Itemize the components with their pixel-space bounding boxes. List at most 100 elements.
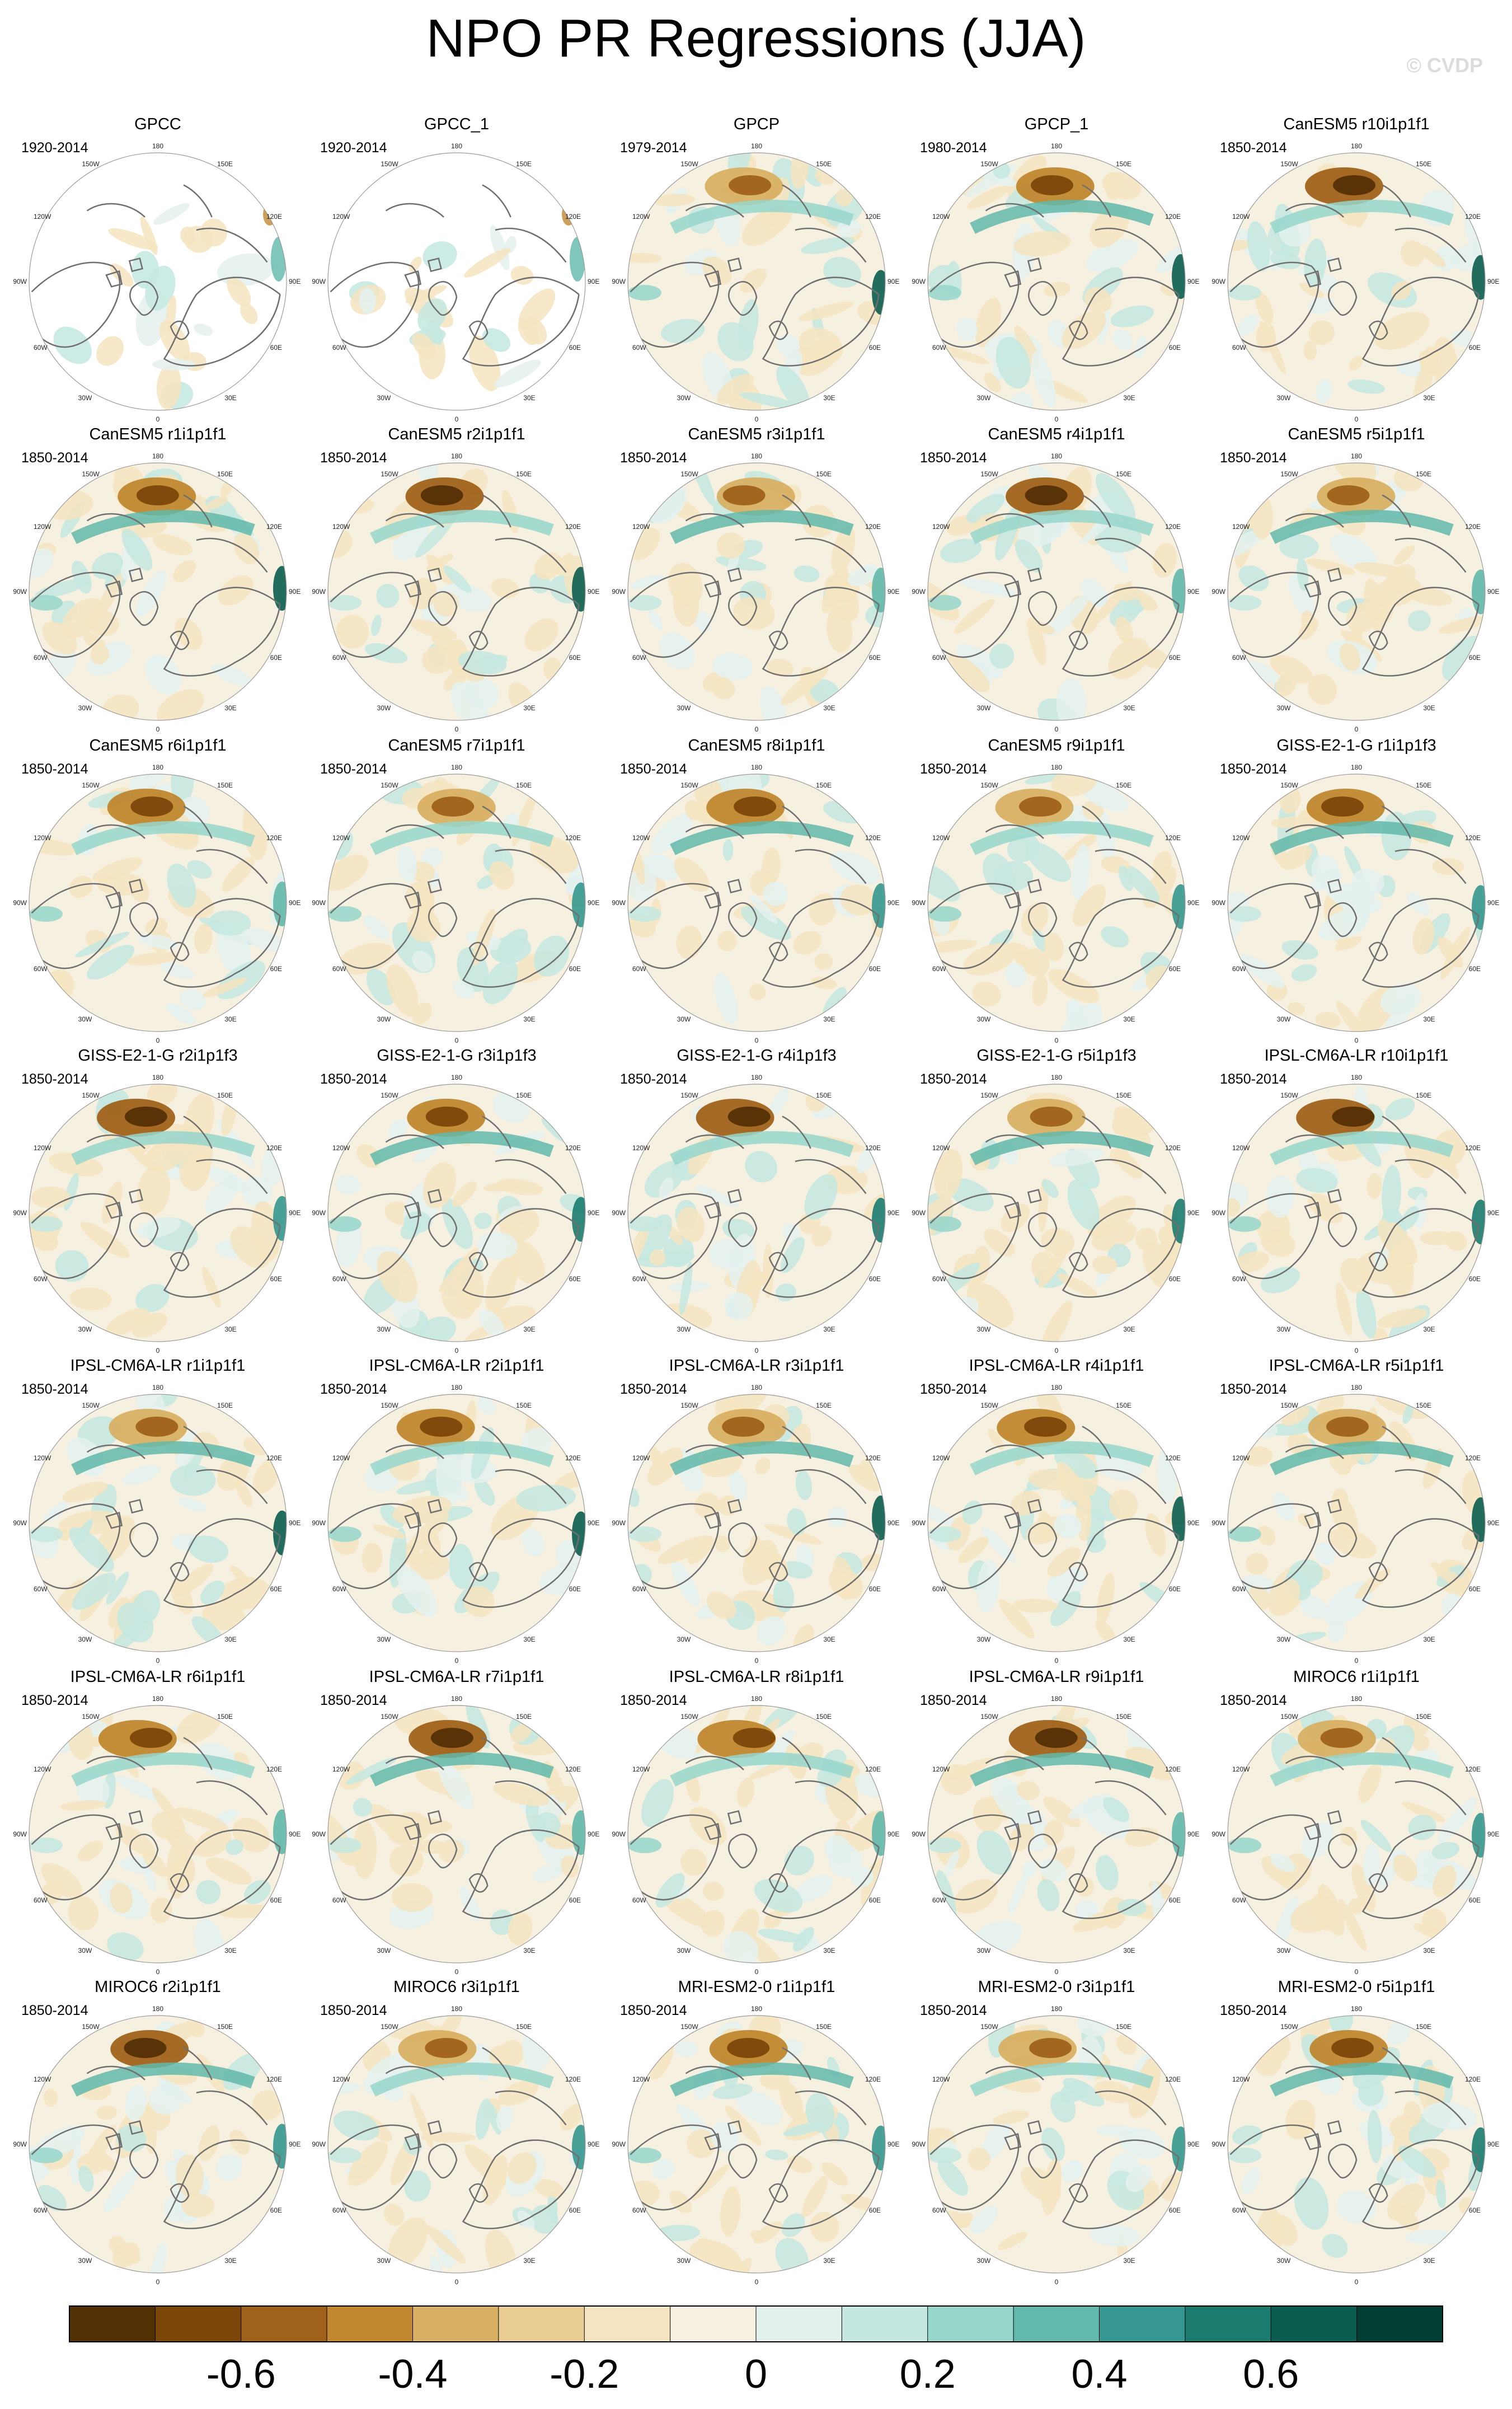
longitude-label: 90W [612, 278, 626, 285]
longitude-label: 90E [588, 899, 599, 907]
panel-title: CanESM5 r6i1p1f1 [89, 737, 227, 754]
longitude-label: 150E [1116, 470, 1131, 478]
longitude-label: 90E [588, 1519, 599, 1527]
map-panel: 180 150W 150E 120W 120E 90W 90E 60W 60E 30W 30E 0 GP… [8, 115, 308, 427]
longitude-label: 180 [1351, 2005, 1362, 2013]
longitude-label: 90W [1212, 588, 1225, 596]
longitude-label: 30W [977, 1947, 991, 1955]
longitude-label: 150E [516, 1402, 532, 1409]
longitude-label: 180 [1051, 142, 1062, 150]
longitude-label: 150E [217, 2023, 233, 2031]
map-panel: 180 150W 150E 120W 120E 90W 90E 60W 60E 30W 30E 0 GP… [907, 115, 1206, 427]
longitude-label: 90E [1187, 1519, 1199, 1527]
map-panel: 180 150W 150E 120W 120E 90W 90E 60W 60E 30W 30E 0 Ca… [1206, 425, 1506, 737]
longitude-label: 30W [677, 1947, 691, 1955]
longitude-label: 120W [332, 213, 350, 221]
panel-title: CanESM5 r10i1p1f1 [1283, 115, 1430, 133]
longitude-label: 60W [1232, 344, 1246, 351]
longitude-label: 30E [523, 2257, 535, 2265]
map-panel: 180 150W 150E 120W 120E 90W 90E 60W 60E 30W 30E 0 IP… [907, 1668, 1206, 1979]
longitude-label: 120E [565, 213, 581, 221]
panel-period: 1850-2014 [320, 761, 387, 777]
longitude-label: 0 [156, 1037, 160, 1044]
panel-title: MIROC6 r2i1p1f1 [95, 1978, 221, 1996]
longitude-label: 90W [612, 899, 626, 907]
longitude-label: 120W [34, 1765, 51, 1773]
panel-title: GISS-E2-1-G r2i1p1f3 [78, 1047, 238, 1065]
longitude-label: 150E [1116, 160, 1131, 168]
panel-period: 1850-2014 [320, 1381, 387, 1397]
map-panel: 180 150W 150E 120W 120E 90W 90E 60W 60E 30W 30E 0 Ca… [607, 737, 907, 1048]
longitude-label: 120W [1232, 523, 1250, 531]
panel-title: GISS-E2-1-G r4i1p1f3 [677, 1047, 837, 1065]
longitude-label: 30E [1423, 1635, 1435, 1643]
longitude-label: 150W [680, 1091, 698, 1099]
longitude-label: 0 [1355, 1037, 1359, 1044]
longitude-label: 150W [82, 2023, 100, 2031]
longitude-label: 120W [632, 523, 650, 531]
longitude-label: 90W [612, 1209, 626, 1217]
longitude-label: 90E [289, 2140, 300, 2148]
longitude-label: 30W [78, 1947, 92, 1955]
longitude-label: 60E [869, 965, 881, 973]
longitude-label: 30W [377, 2257, 391, 2265]
longitude-label: 180 [1351, 1384, 1362, 1391]
longitude-label: 120W [332, 834, 350, 842]
longitude-label: 30E [523, 1635, 535, 1643]
panel-title: GPCP_1 [1024, 115, 1089, 133]
panel-title: IPSL-CM6A-LR r3i1p1f1 [669, 1357, 844, 1375]
map-panel: 180 150W 150E 120W 120E 90W 90E 60W 60E 30W 30E 0 Ca… [907, 425, 1206, 737]
longitude-label: 60W [1232, 1275, 1246, 1283]
polar-map: 180 150W 150E 120W 120E 90W 90E 60W 60E 30W 30E 0 [912, 1384, 1199, 1665]
longitude-label: 90W [912, 1519, 926, 1527]
longitude-label: 120E [1165, 523, 1181, 531]
longitude-label: 120W [34, 213, 51, 221]
panel-period: 1850-2014 [620, 761, 687, 777]
longitude-label: 150E [217, 1402, 233, 1409]
panel-title: CanESM5 r1i1p1f1 [89, 425, 227, 443]
longitude-label: 120E [1165, 213, 1181, 221]
longitude-label: 90W [13, 2140, 27, 2148]
longitude-label: 30E [1123, 1015, 1135, 1023]
longitude-label: 180 [1051, 1384, 1062, 1391]
longitude-label: 120E [865, 213, 881, 221]
longitude-label: 30W [78, 1635, 92, 1643]
longitude-label: 0 [455, 1347, 459, 1355]
longitude-label: 150E [516, 781, 532, 789]
panel-period: 1850-2014 [21, 450, 88, 466]
longitude-label: 120E [565, 1144, 581, 1152]
longitude-label: 150W [381, 1713, 398, 1721]
longitude-label: 90E [588, 1209, 599, 1217]
longitude-label: 30W [977, 1635, 991, 1643]
longitude-label: 60W [1232, 2206, 1246, 2214]
longitude-label: 150E [1416, 1402, 1431, 1409]
panel-period: 1850-2014 [21, 1071, 88, 1087]
longitude-label: 120E [865, 1454, 881, 1462]
longitude-label: 120W [1232, 1144, 1250, 1152]
longitude-label: 30E [1123, 704, 1135, 712]
longitude-label: 90W [912, 899, 926, 907]
polar-map: 180 150W 150E 120W 120E 90W 90E 60W 60E 30W 30E 0 [13, 1384, 300, 1665]
longitude-label: 60W [332, 965, 346, 973]
longitude-label: 90E [289, 1830, 300, 1838]
panel-title: IPSL-CM6A-LR r6i1p1f1 [70, 1668, 246, 1686]
longitude-label: 30W [1277, 394, 1291, 402]
longitude-label: 30W [1277, 2257, 1291, 2265]
cvdp-watermark: © CVDP [1406, 54, 1483, 77]
longitude-label: 60W [1232, 654, 1246, 662]
map-panel: 180 150W 150E 120W 120E 90W 90E 60W 60E 30W 30E 0 MR… [1206, 1978, 1506, 2289]
longitude-label: 150W [980, 1713, 998, 1721]
longitude-label: 90W [912, 588, 926, 596]
longitude-label: 90W [1212, 899, 1225, 907]
longitude-label: 90W [312, 588, 326, 596]
longitude-label: 30W [377, 1947, 391, 1955]
longitude-label: 30E [823, 704, 835, 712]
longitude-label: 30E [224, 1635, 236, 1643]
longitude-label: 60W [34, 2206, 48, 2214]
longitude-label: 90E [588, 278, 599, 285]
longitude-label: 60W [632, 654, 646, 662]
longitude-label: 90W [1212, 2140, 1225, 2148]
longitude-label: 90W [912, 2140, 926, 2148]
longitude-label: 120W [632, 1765, 650, 1773]
longitude-label: 150E [1116, 2023, 1131, 2031]
